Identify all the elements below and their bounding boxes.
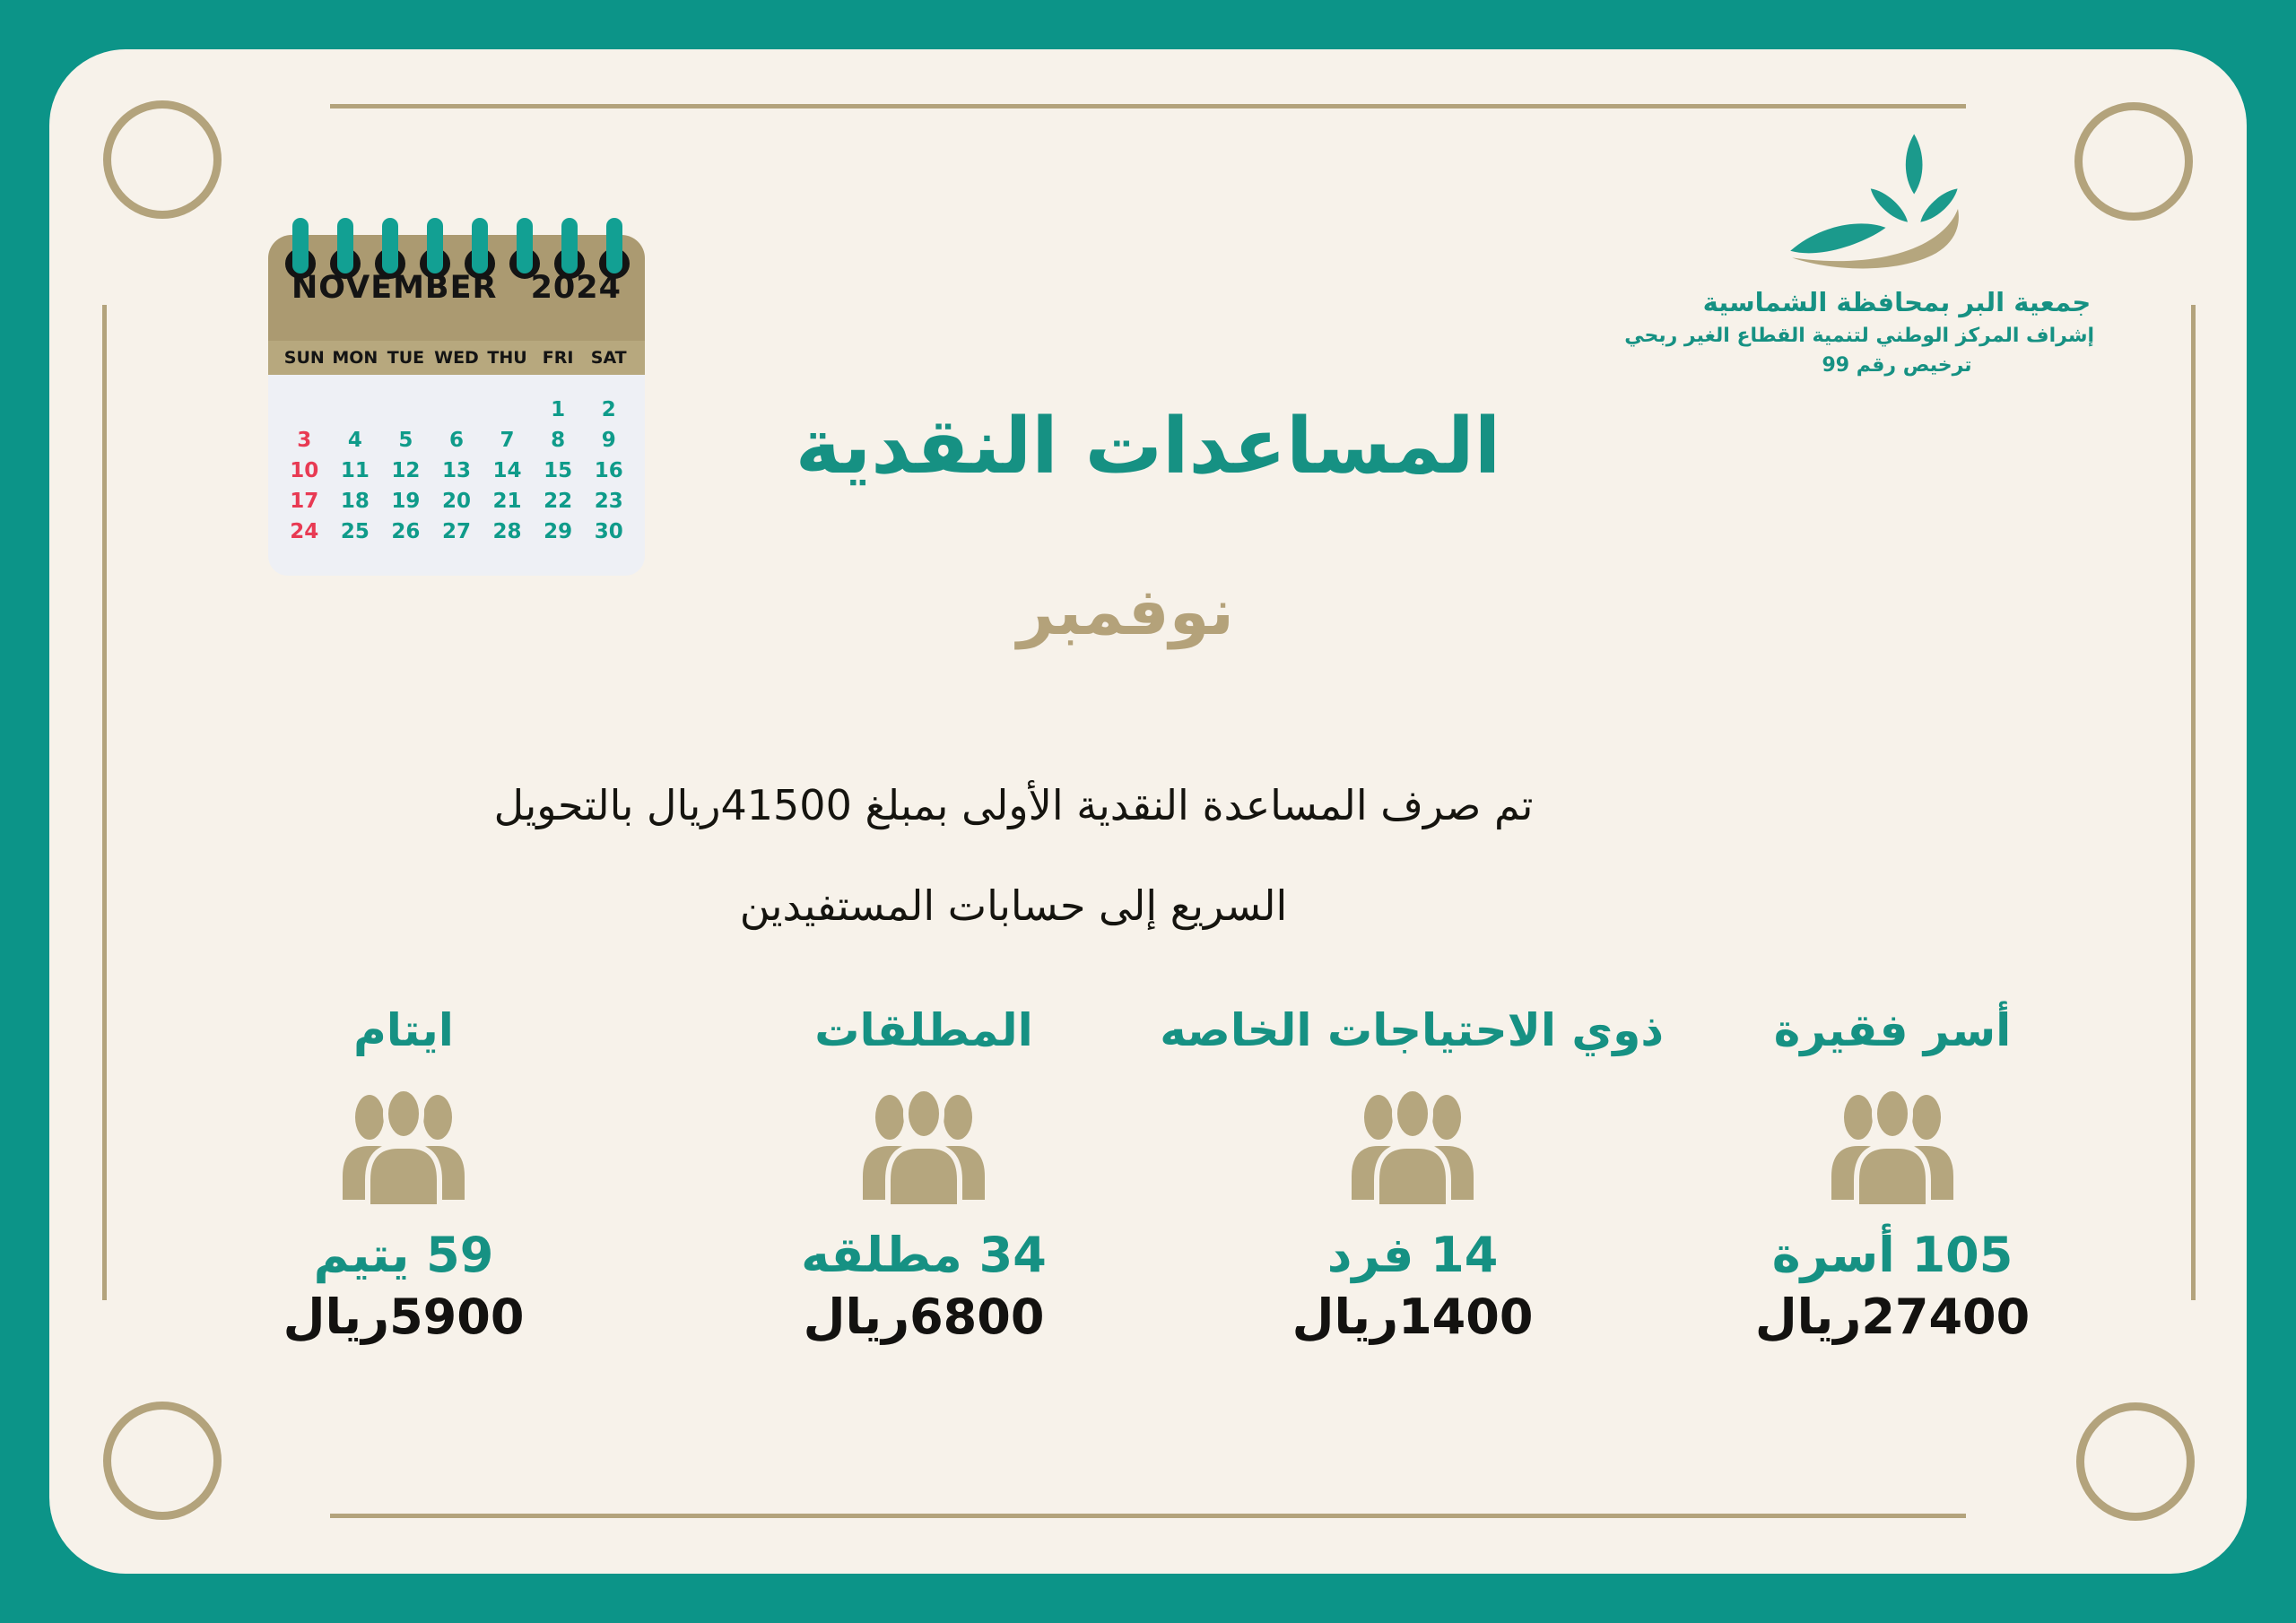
people-group-icon bbox=[327, 1080, 480, 1214]
category-amount: 1400ريال bbox=[1292, 1289, 1534, 1345]
calendar-date: 7 bbox=[500, 429, 515, 452]
category-amount: 27400ريال bbox=[1754, 1289, 2031, 1345]
decor-circle-bottom-right bbox=[2076, 1402, 2195, 1521]
calendar-date: 20 bbox=[441, 490, 471, 513]
day-header: MON bbox=[332, 348, 378, 368]
category-name: أسر فقيرة bbox=[1773, 1004, 2012, 1056]
category-name: ذوي الاحتياجات الخاصه bbox=[1160, 1004, 1664, 1056]
org-supervision: إشراف المركز الوطني لتنمية القطاع الغير … bbox=[1624, 325, 2094, 347]
calendar-date: 26 bbox=[391, 520, 421, 543]
decor-line-top bbox=[330, 104, 1966, 108]
calendar-date: 16 bbox=[594, 459, 623, 482]
category-count: 14 فرد bbox=[1326, 1227, 1499, 1283]
day-header: WED bbox=[434, 348, 479, 368]
calendar-date: 4 bbox=[347, 429, 362, 452]
decor-line-left bbox=[102, 305, 107, 1300]
ring-bar bbox=[382, 218, 398, 273]
calendar-date: 22 bbox=[544, 490, 573, 513]
description-line-1: تم صرف المساعدة النقدية الأولى بمبلغ 415… bbox=[493, 781, 1534, 829]
calendar-date: 29 bbox=[544, 520, 573, 543]
decor-line-right bbox=[2191, 305, 2196, 1300]
calendar-date: 12 bbox=[391, 459, 421, 482]
ring-bar bbox=[472, 218, 488, 273]
calendar-date: 6 bbox=[448, 429, 464, 452]
category-amount: 6800ريال bbox=[803, 1289, 1045, 1345]
calendar-day-row: SUN MON TUE WED THU FRI SAT bbox=[268, 341, 645, 375]
ring-bar bbox=[337, 218, 353, 273]
disbursement-description: تم صرف المساعدة النقدية الأولى بمبلغ 415… bbox=[117, 755, 1910, 956]
ring-bar bbox=[606, 218, 622, 273]
day-header: SAT bbox=[590, 348, 627, 368]
category-amount: 5900ريال bbox=[283, 1289, 525, 1345]
page-title: المساعدات النقدية bbox=[795, 402, 1501, 491]
category-name: ايتام bbox=[353, 1004, 454, 1056]
month-subtitle: نوفمبر bbox=[1017, 574, 1234, 649]
calendar-date: 15 bbox=[544, 459, 573, 482]
calendar-date: 10 bbox=[290, 459, 319, 482]
org-name: جمعية البر بمحافظة الشماسية bbox=[1702, 287, 2092, 317]
calendar-date: 9 bbox=[601, 429, 616, 452]
calendar-date: 8 bbox=[551, 429, 566, 452]
category-count: 105 أسرة bbox=[1771, 1227, 2013, 1283]
calendar-date: 19 bbox=[391, 490, 421, 513]
calendar-date: 27 bbox=[441, 520, 471, 543]
day-header: THU bbox=[487, 348, 527, 368]
calendar-grid: 1 2 3 4 5 6 7 8 9 10 11 12 13 14 15 16 17 18 19 20 21 22 23 24 2… bbox=[268, 375, 645, 576]
category-name: المطلقات bbox=[814, 1004, 1033, 1056]
plant-logo-icon bbox=[1790, 134, 1959, 269]
decor-circle-top-left bbox=[103, 100, 222, 219]
calendar-date: 24 bbox=[290, 520, 319, 543]
org-license-number: ترخيص رقم 99 bbox=[1822, 354, 1972, 377]
category-poor-families: أسر فقيرة 105 أسرة 27400ريال bbox=[1704, 1004, 2081, 1345]
category-divorced: المطلقات 34 مطلقه 6800ريال bbox=[735, 1004, 1112, 1345]
calendar-date: 17 bbox=[290, 490, 319, 513]
calendar-date: 3 bbox=[297, 429, 312, 452]
calendar-date: 11 bbox=[340, 459, 370, 482]
decor-line-bottom bbox=[330, 1514, 1966, 1518]
organization-logo-block: جمعية البر بمحافظة الشماسية إشراف المركز… bbox=[1624, 124, 2094, 377]
calendar-date: 18 bbox=[340, 490, 370, 513]
day-header: TUE bbox=[387, 348, 425, 368]
calendar-date: 21 bbox=[492, 490, 522, 513]
people-group-icon bbox=[1816, 1080, 1969, 1214]
decor-circle-top-right bbox=[2074, 102, 2193, 221]
calendar-date: 14 bbox=[492, 459, 522, 482]
calendar-date: 5 bbox=[398, 429, 413, 452]
people-group-icon bbox=[848, 1080, 1000, 1214]
ring-bar bbox=[427, 218, 443, 273]
decor-circle-bottom-left bbox=[103, 1402, 222, 1520]
people-group-icon bbox=[1336, 1080, 1489, 1214]
calendar-date: 28 bbox=[492, 520, 522, 543]
calendar-date: 25 bbox=[340, 520, 370, 543]
category-count: 59 يتيم bbox=[313, 1227, 494, 1283]
calendar-date: 2 bbox=[601, 398, 616, 421]
day-header: SUN bbox=[283, 348, 325, 368]
category-count: 34 مطلقه bbox=[801, 1227, 1047, 1283]
category-special-needs: ذوي الاحتياجات الخاصه 14 فرد 1400ريال bbox=[1160, 1004, 1664, 1345]
calendar-date: 23 bbox=[594, 490, 623, 513]
calendar-binding-rings bbox=[268, 218, 645, 279]
description-line-2: السريع إلى حسابات المستفيدين bbox=[739, 881, 1288, 930]
calendar-date: 1 bbox=[551, 398, 566, 421]
calendar-date: 13 bbox=[441, 459, 471, 482]
ring-bar bbox=[561, 218, 578, 273]
day-header: FRI bbox=[542, 348, 574, 368]
calendar-date: 30 bbox=[594, 520, 623, 543]
ring-bar bbox=[292, 218, 309, 273]
ring-bar bbox=[517, 218, 533, 273]
category-orphans: ايتام 59 يتيم 5900ريال bbox=[215, 1004, 592, 1345]
